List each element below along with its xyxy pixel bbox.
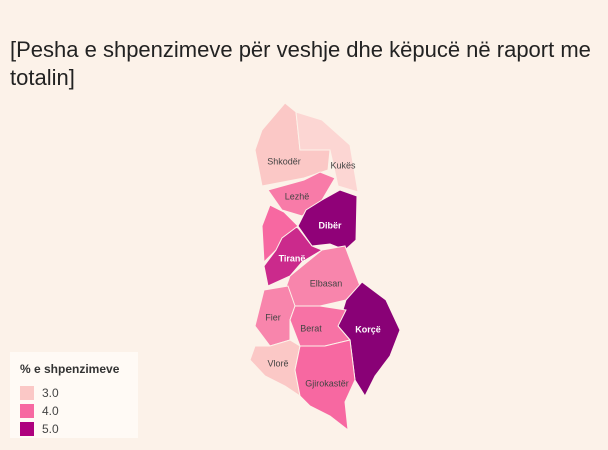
region-label: Korçë [355,324,381,334]
legend-title: % e shpenzimeve [20,362,120,376]
region [254,102,331,187]
region [261,204,299,264]
legend-label: 3.0 [42,386,59,400]
legend-swatch [20,404,34,418]
legend-label: 4.0 [42,404,59,418]
map-title: [Pesha e shpenzimeve për veshje dhe këpu… [10,37,591,90]
region-label: Fier [265,312,281,322]
legend-swatch [20,422,34,436]
region [254,285,296,347]
region-label: Kukës [330,160,356,170]
legend-item: 5.0 [20,422,59,436]
legend-item: 3.0 [20,386,59,400]
region-label: Lezhë [285,191,310,201]
region-label: Vlorë [267,358,288,368]
legend: % e shpenzimeve 3.0 4.0 5.0 [10,352,138,438]
region [295,111,359,193]
region-label: Dibër [318,220,342,230]
region [294,339,356,432]
region-label: Shkodër [267,156,301,166]
legend-swatch [20,386,34,400]
region-label: Berat [300,323,322,333]
region-label: Elbasan [310,278,343,288]
region-label: Gjirokastër [305,378,349,388]
region-label: Tiranë [279,253,306,263]
legend-label: 5.0 [42,422,59,436]
legend-item: 4.0 [20,404,59,418]
